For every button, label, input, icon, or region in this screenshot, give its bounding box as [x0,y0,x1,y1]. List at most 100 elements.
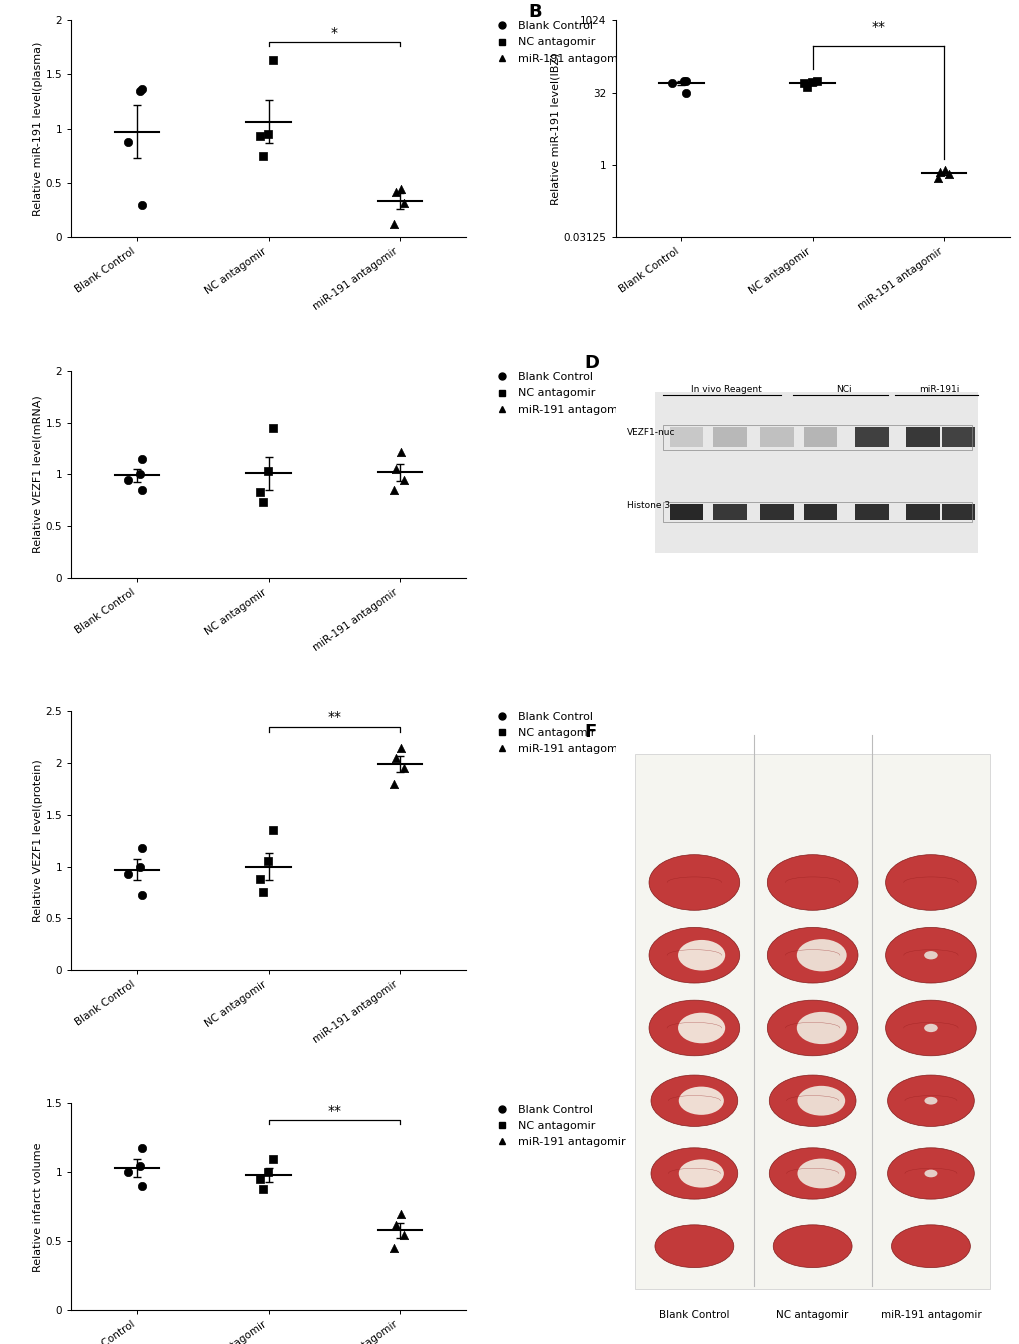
Y-axis label: Relative VEZF1 level(mRNA): Relative VEZF1 level(mRNA) [33,395,43,554]
Point [260,461,276,482]
Ellipse shape [766,927,857,982]
FancyBboxPatch shape [712,504,746,520]
Ellipse shape [678,1160,723,1188]
Point [133,78,150,99]
FancyBboxPatch shape [654,391,977,552]
Point [940,163,956,184]
Point [131,856,148,878]
Point [255,882,271,903]
Text: Blank Control: Blank Control [658,1310,729,1320]
Point [260,1161,276,1183]
Point [260,851,276,872]
Point [120,1161,137,1183]
Ellipse shape [648,855,739,910]
Ellipse shape [923,1024,936,1032]
Point [131,81,148,102]
Point [131,464,148,485]
Point [385,1238,401,1259]
Text: Histone 3: Histone 3 [627,501,669,509]
FancyBboxPatch shape [854,427,888,448]
Ellipse shape [884,1000,975,1056]
Legend: Blank Control, NC antagomir, miR-191 antagomir: Blank Control, NC antagomir, miR-191 ant… [490,712,625,754]
Text: miR-191 antagomir: miR-191 antagomir [879,1310,980,1320]
Text: miR-191i: miR-191i [918,386,958,394]
Point [795,73,811,94]
FancyBboxPatch shape [941,427,974,448]
Ellipse shape [654,1224,733,1267]
Point [392,177,409,199]
Point [255,492,271,513]
Point [133,884,150,906]
Ellipse shape [766,1000,857,1056]
Text: **: ** [327,1103,341,1118]
Point [385,214,401,235]
Point [120,863,137,884]
FancyBboxPatch shape [941,504,974,520]
Point [387,1214,404,1235]
Y-axis label: Relative infarct volume: Relative infarct volume [33,1142,43,1271]
Text: **: ** [870,20,884,34]
FancyBboxPatch shape [803,427,837,448]
Ellipse shape [797,1086,845,1116]
Point [264,820,280,841]
Text: F: F [584,723,596,742]
Point [803,71,819,93]
FancyBboxPatch shape [906,427,938,448]
Point [395,469,412,491]
Ellipse shape [766,855,857,910]
Legend: Blank Control, NC antagomir, miR-191 antagomir: Blank Control, NC antagomir, miR-191 ant… [490,22,625,63]
Ellipse shape [887,1075,973,1126]
FancyBboxPatch shape [635,754,989,1289]
Point [252,481,268,503]
Point [395,758,412,780]
FancyBboxPatch shape [803,504,837,520]
FancyBboxPatch shape [760,427,793,448]
Point [677,70,693,91]
Ellipse shape [887,1148,973,1199]
Text: *: * [330,26,337,40]
Point [120,469,137,491]
Ellipse shape [648,927,739,982]
Point [133,1176,150,1198]
Legend: Blank Control, NC antagomir, miR-191 antagomir: Blank Control, NC antagomir, miR-191 ant… [490,1105,625,1148]
Ellipse shape [678,1086,723,1114]
Point [387,747,404,769]
Point [385,480,401,501]
Point [260,124,276,145]
Point [264,1148,280,1169]
Y-axis label: Relative miR-191 level(plasma): Relative miR-191 level(plasma) [33,42,43,216]
Text: D: D [584,355,598,372]
Point [675,70,691,91]
FancyBboxPatch shape [854,504,888,520]
FancyBboxPatch shape [669,504,702,520]
Point [395,192,412,214]
Ellipse shape [678,939,725,970]
Point [798,77,814,98]
Point [392,737,409,758]
FancyBboxPatch shape [760,504,793,520]
Ellipse shape [923,1097,936,1105]
Point [252,868,268,890]
Point [133,480,150,501]
Point [678,82,694,103]
Ellipse shape [923,1169,936,1177]
Point [133,448,150,469]
Point [252,125,268,146]
Point [131,1154,148,1176]
Ellipse shape [650,1075,737,1126]
Point [133,837,150,859]
Point [385,773,401,794]
Ellipse shape [923,952,936,960]
Point [133,1137,150,1159]
Ellipse shape [768,1148,855,1199]
Point [120,132,137,153]
Ellipse shape [884,927,975,982]
Point [264,50,280,71]
Ellipse shape [650,1148,737,1199]
Ellipse shape [768,1075,855,1126]
Point [255,145,271,167]
Ellipse shape [648,1000,739,1056]
Legend: Blank Control, NC antagomir, miR-191 antagomir: Blank Control, NC antagomir, miR-191 ant… [490,372,625,414]
Ellipse shape [796,939,846,972]
Text: NC antagomir: NC antagomir [775,1310,848,1320]
